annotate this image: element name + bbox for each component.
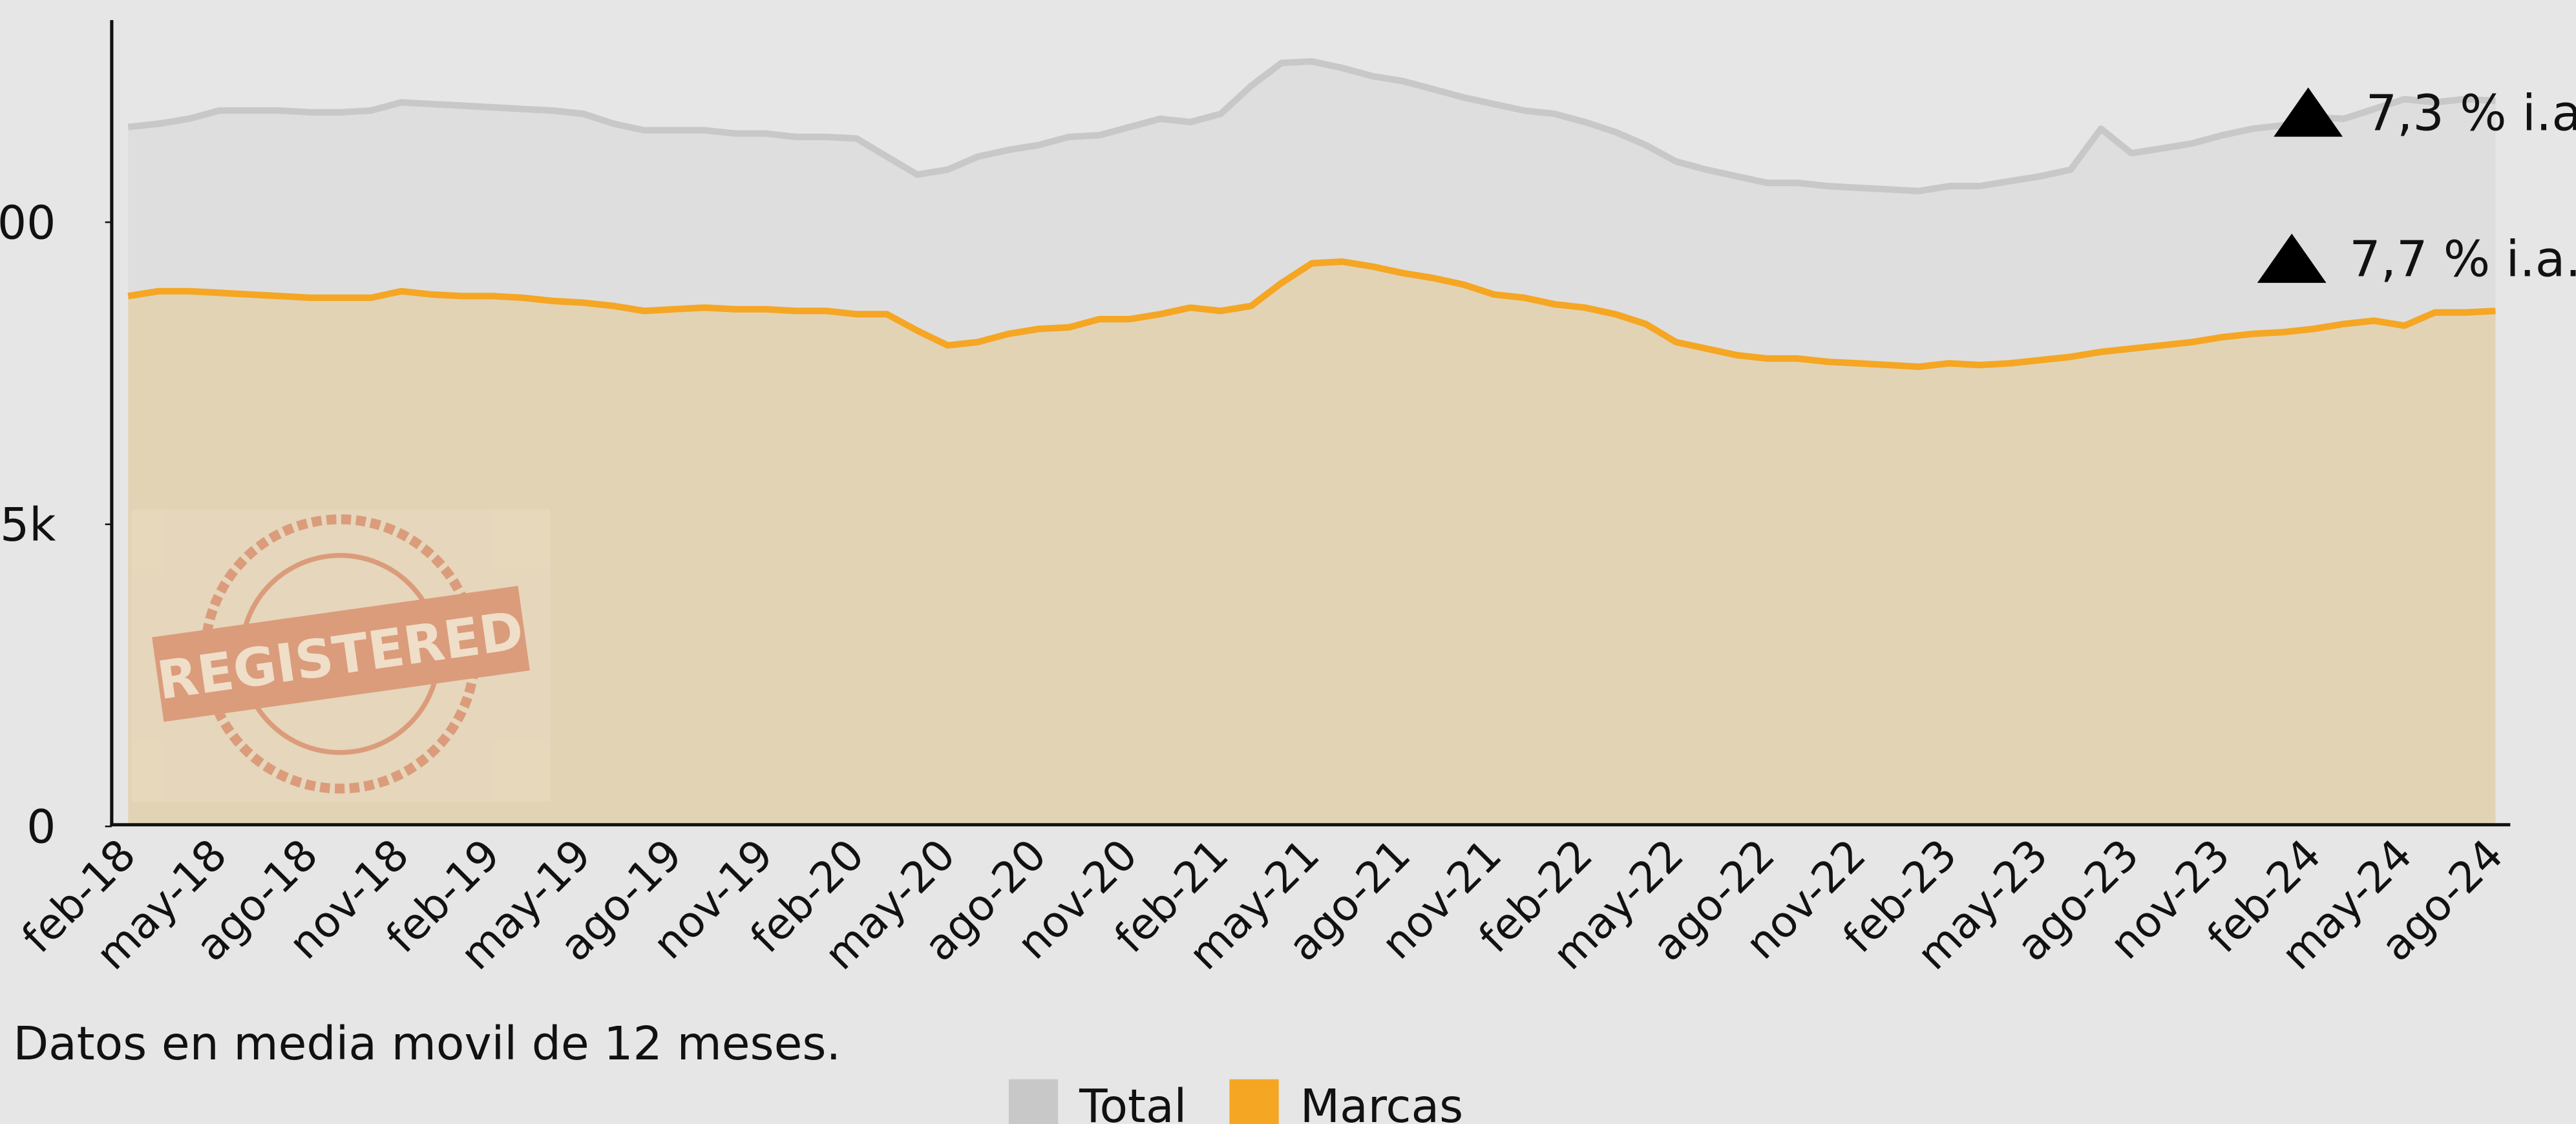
page: {"chart_data": {"type": "area", "categor… — [0, 0, 2576, 1124]
y-tick-label: 0 — [26, 800, 56, 854]
watermark-stamp: REGISTERED — [131, 510, 550, 802]
annotation: 7,3 % i.a. — [2366, 84, 2576, 141]
chart: REGISTERED Datos en media movil de 12 me… — [0, 0, 2576, 1124]
legend-swatch — [1229, 1079, 1278, 1124]
annotation: 7,7 % i.a. — [2349, 231, 2576, 288]
legend-swatch — [1009, 1079, 1058, 1124]
legend-label: Total — [1079, 1079, 1187, 1124]
y-tick-label: 5000 — [0, 196, 56, 249]
y-tick-label: 2,5k — [0, 498, 56, 552]
footnote: Datos en media movil de 12 meses. — [13, 1017, 841, 1070]
legend-label: Marcas — [1300, 1079, 1463, 1124]
